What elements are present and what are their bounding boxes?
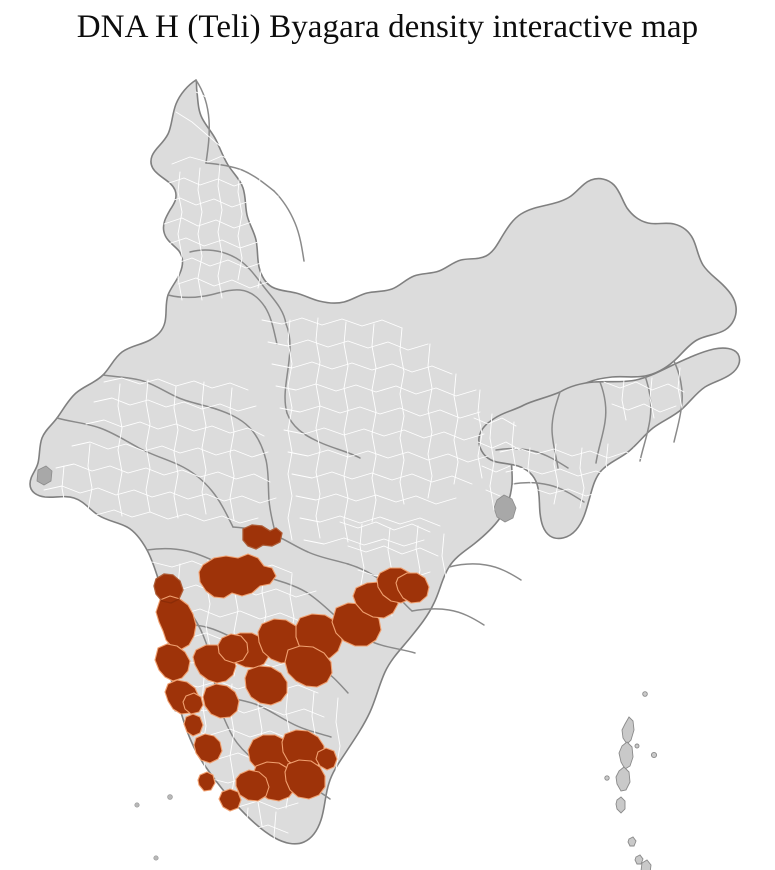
highlighted-districts[interactable] bbox=[153, 524, 430, 812]
highlight-district[interactable] bbox=[197, 771, 216, 792]
map-canvas[interactable] bbox=[0, 52, 775, 870]
highlight-district[interactable] bbox=[182, 692, 204, 715]
island-great-nicobar bbox=[640, 859, 652, 870]
highlight-district[interactable] bbox=[217, 633, 249, 664]
island-little-andaman bbox=[615, 796, 626, 814]
highlight-district[interactable] bbox=[235, 769, 270, 802]
highlight-district[interactable] bbox=[218, 788, 242, 812]
andaman-nicobar-islands bbox=[604, 691, 658, 870]
highlight-cluster-outlines bbox=[153, 524, 283, 604]
highlight-district[interactable] bbox=[202, 683, 240, 719]
island-dot bbox=[134, 802, 140, 808]
highlight-district[interactable] bbox=[198, 553, 277, 599]
island-south-andaman bbox=[615, 766, 631, 792]
island-north-andaman bbox=[621, 716, 635, 745]
kutch-dark-patch bbox=[36, 465, 53, 486]
highlight-district[interactable] bbox=[244, 665, 288, 706]
northeast-states-fill bbox=[478, 347, 741, 540]
india-choropleth-map[interactable] bbox=[0, 52, 775, 870]
highlight-district[interactable] bbox=[154, 643, 191, 682]
highlight-district[interactable] bbox=[315, 747, 338, 771]
island-dot bbox=[604, 775, 610, 781]
highlight-district[interactable] bbox=[155, 595, 197, 651]
sundarbans-dark-patch bbox=[493, 494, 517, 523]
highlight-district[interactable] bbox=[284, 645, 333, 688]
island-dot bbox=[167, 794, 173, 800]
highlight-district[interactable] bbox=[395, 572, 430, 604]
island-dot bbox=[650, 751, 658, 759]
island-dot bbox=[634, 743, 640, 749]
highlight-district[interactable] bbox=[284, 759, 326, 800]
highlight-district[interactable] bbox=[183, 713, 204, 737]
island-dot bbox=[642, 691, 648, 697]
highlight-district[interactable] bbox=[281, 729, 325, 770]
highlight-district[interactable] bbox=[193, 733, 223, 764]
island-middle-andaman bbox=[618, 741, 634, 770]
island-car-nicobar bbox=[627, 836, 637, 847]
island-nicobar-small bbox=[634, 854, 644, 865]
island-dot bbox=[153, 855, 159, 861]
page-title: DNA H (Teli) Byagara density interactive… bbox=[76, 9, 699, 45]
lakshadweep-islands bbox=[134, 794, 173, 861]
